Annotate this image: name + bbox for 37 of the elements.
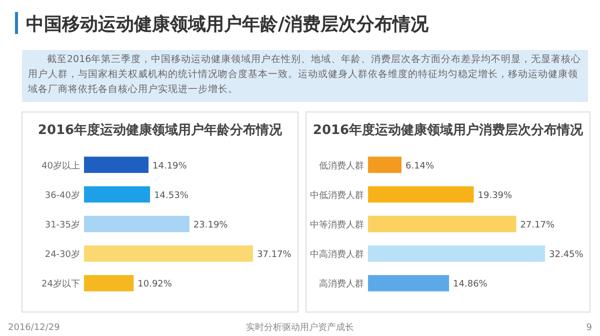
- bar: [84, 186, 150, 203]
- chart-title: 2016年度运动健康领域用户年龄分布情况: [38, 122, 284, 138]
- data-label: 14.19%: [152, 161, 188, 172]
- y-tick-label: 低消费人群: [319, 160, 364, 172]
- text: 截至2016年第三季度，中国移动运动健康领域用户在性别、地域、年龄、消费层次各方面分布差异均不明显，无显著核心用户人群，与国家相关权威机构的统计情况吻合度基本一致。运动或健身人群依各维度的特征均匀稳定增长，移动运动健康领域各厂商将依托各自核心用户实现进一步增长。: [28, 53, 582, 97]
- text: 实时分析驱动用户资产成长: [246, 322, 354, 333]
- y-tick-label: 36-40岁: [44, 190, 80, 201]
- y-tick-label: 31-35岁: [44, 220, 80, 230]
- bar: [84, 275, 134, 292]
- bar: [368, 275, 450, 292]
- bar: [84, 245, 253, 262]
- bar: [368, 156, 402, 173]
- data-label: 14.86%: [453, 280, 488, 290]
- data-label: 32.45%: [549, 250, 584, 260]
- text: 9: [586, 323, 592, 333]
- data-label: 37.17%: [257, 250, 292, 260]
- bar: [368, 245, 545, 262]
- data-label: 27.17%: [520, 220, 555, 230]
- text: 2016/12/29: [8, 323, 60, 333]
- bar: [368, 186, 474, 203]
- data-label: 23.19%: [193, 220, 228, 230]
- bar: [84, 216, 190, 232]
- bar: [368, 216, 516, 232]
- data-label: 10.92%: [138, 280, 172, 290]
- y-tick-label: 中高消费人群: [310, 249, 364, 260]
- text: 中国移动运动健康领域用户年龄/消费层次分布情况: [26, 14, 430, 35]
- y-tick-label: 中低消费人群: [310, 190, 364, 201]
- data-label: 6.14%: [405, 161, 435, 172]
- y-tick-label: 高消费人群: [319, 278, 364, 290]
- bar: [84, 156, 149, 173]
- data-label: 19.39%: [478, 190, 513, 201]
- y-tick-label: 中等消费人群: [310, 220, 364, 230]
- y-tick-label: 24岁以下: [42, 278, 80, 290]
- y-tick-label: 40岁以上: [42, 160, 80, 172]
- y-tick-label: 24-30岁: [44, 249, 80, 260]
- chart-title: 2016年度运动健康领域用户消费层次分布情况: [312, 122, 584, 138]
- data-label: 14.53%: [154, 190, 189, 201]
